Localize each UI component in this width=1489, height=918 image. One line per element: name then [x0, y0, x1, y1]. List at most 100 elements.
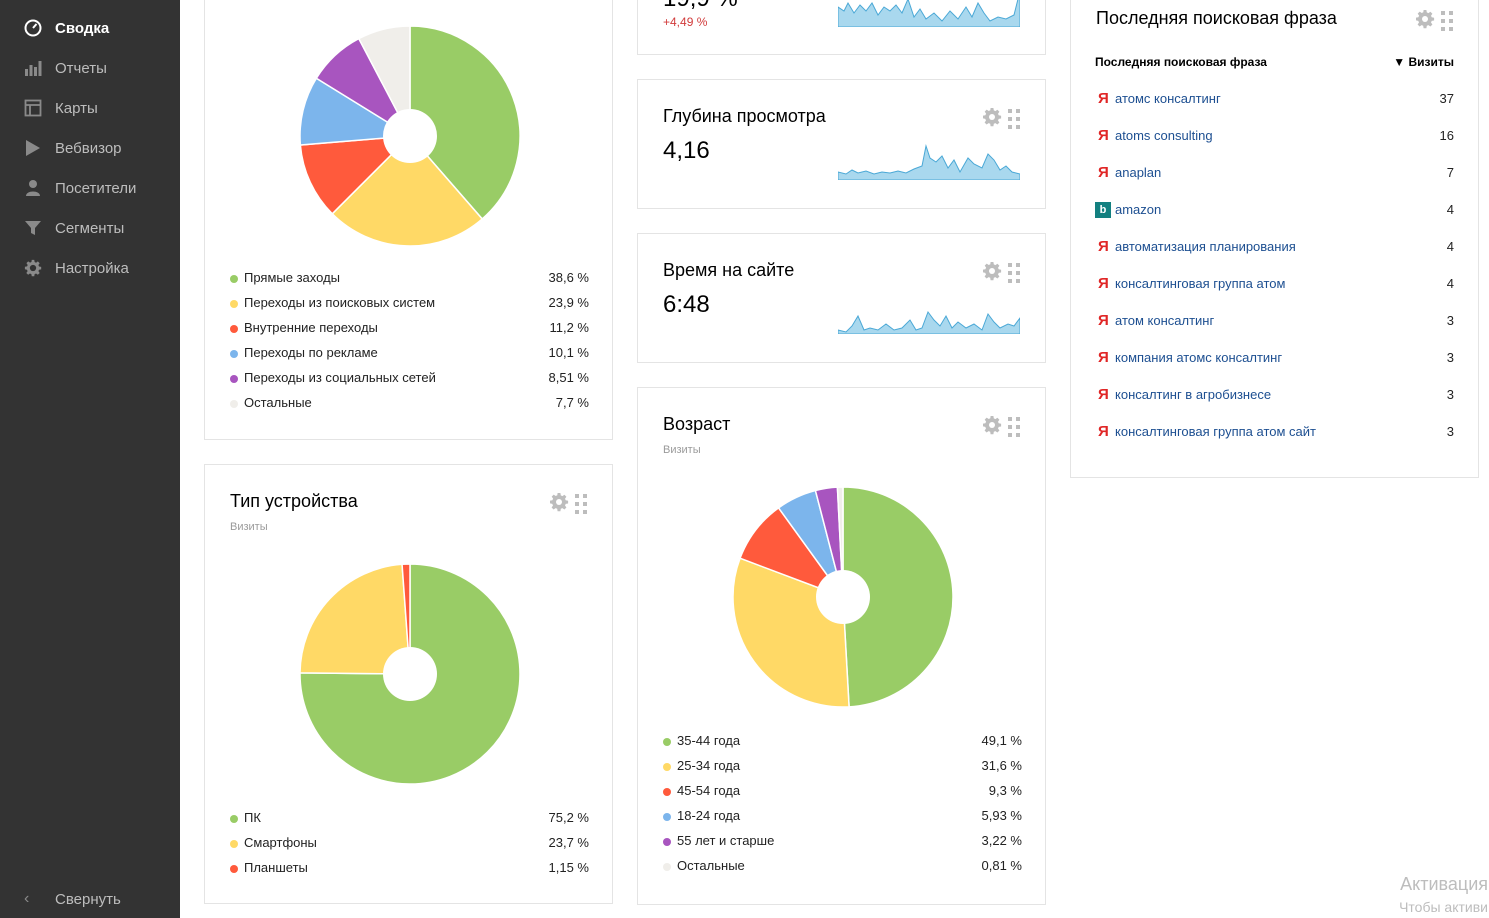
- sources-legend-item[interactable]: Остальные 7,7 %: [230, 395, 589, 420]
- search-phrase-link[interactable]: компания атомс консалтинг: [1115, 350, 1283, 365]
- search-phrase-link[interactable]: консалтинг в агробизнесе: [1115, 387, 1272, 402]
- filter-icon: [24, 219, 42, 237]
- search-phrase-link[interactable]: anaplan: [1115, 165, 1162, 180]
- sparkline: [838, 144, 1020, 180]
- legend-label: ПК: [244, 810, 261, 825]
- legend-value: 10,1 %: [548, 345, 589, 360]
- drag-handle-icon[interactable]: [1008, 417, 1020, 437]
- sidebar-item-label: Сегменты: [55, 219, 125, 237]
- sidebar-item-label: Сводка: [55, 19, 110, 37]
- legend-dot: [230, 325, 238, 333]
- age-legend-item[interactable]: 55 лет и старше 3,22 %: [663, 833, 1022, 858]
- legend-value: 11,2 %: [549, 320, 589, 335]
- search-phrase-link[interactable]: автоматизация планирования: [1115, 239, 1296, 254]
- widget-age: Возраст Визиты 35-44 года 49,1 % 25-34 год…: [637, 387, 1046, 905]
- search-phrase-link[interactable]: amazon: [1115, 202, 1162, 217]
- device-legend-item[interactable]: ПК 75,2 %: [230, 810, 589, 835]
- donut-hole: [383, 109, 437, 163]
- settings-gear-icon[interactable]: [549, 492, 569, 512]
- dashboard-icon: [24, 19, 42, 37]
- drag-handle-icon[interactable]: [575, 494, 587, 514]
- search-phrase-link[interactable]: атомс консалтинг: [1115, 91, 1221, 106]
- legend-dot: [230, 815, 238, 823]
- table-row: b amazon 4: [1095, 202, 1454, 222]
- user-icon: [24, 179, 42, 197]
- sources-legend-item[interactable]: Переходы из поисковых систем 23,9 %: [230, 295, 589, 320]
- search-phrase-link[interactable]: atoms consulting: [1115, 128, 1213, 143]
- search-phrase-link[interactable]: консалтинговая группа атом: [1115, 276, 1286, 291]
- drag-handle-icon[interactable]: [1008, 263, 1020, 283]
- settings-gear-icon[interactable]: [982, 415, 1002, 435]
- search-phrase-link[interactable]: атом консалтинг: [1115, 313, 1215, 328]
- legend-value: 3,22 %: [981, 833, 1022, 848]
- sidebar-item-settings[interactable]: Настройка: [0, 248, 180, 288]
- sidebar-item-label: Карты: [55, 99, 98, 117]
- widget-title: Тип устройства: [230, 491, 358, 511]
- legend-dot: [663, 738, 671, 746]
- sources-slice-2[interactable]: [331, 134, 484, 247]
- sidebar-item-webvisor[interactable]: Вебвизор: [0, 128, 180, 168]
- search-phrase-link[interactable]: консалтинговая группа атом сайт: [1115, 424, 1317, 439]
- drag-handle-icon[interactable]: [1441, 11, 1453, 31]
- visits-count: 4: [1446, 202, 1454, 217]
- age-legend-item[interactable]: 18-24 года 5,93 %: [663, 808, 1022, 833]
- pie-chart-device: [299, 563, 521, 785]
- sources-slice-6[interactable]: [357, 25, 411, 137]
- yandex-icon: Я: [1098, 386, 1109, 403]
- legend-value: 31,6 %: [981, 758, 1022, 773]
- sidebar-item-visitors[interactable]: Посетители: [0, 168, 180, 208]
- settings-gear-icon[interactable]: [1415, 9, 1435, 29]
- collapse-label: Свернуть: [55, 890, 121, 908]
- sidebar-item-reports[interactable]: Отчеты: [0, 48, 180, 88]
- settings-gear-icon[interactable]: [982, 261, 1002, 281]
- widget-subtitle: Визиты: [230, 521, 268, 533]
- legend-dot: [230, 400, 238, 408]
- age-legend-item[interactable]: 25-34 года 31,6 %: [663, 758, 1022, 783]
- legend-dot: [230, 350, 238, 358]
- visits-count: 3: [1446, 350, 1454, 365]
- sources-legend-item[interactable]: Переходы из социальных сетей 8,51 %: [230, 370, 589, 395]
- sources-legend-item[interactable]: Прямые заходы 38,6 %: [230, 270, 589, 295]
- sidebar-item-segments[interactable]: Сегменты: [0, 208, 180, 248]
- legend-label: Переходы по рекламе: [244, 345, 378, 360]
- donut-hole: [816, 570, 870, 624]
- column-header-visits[interactable]: ▼ Визиты: [1393, 55, 1454, 69]
- device-slice-2[interactable]: [299, 563, 411, 675]
- legend-value: 38,6 %: [548, 270, 589, 285]
- activation-watermark: Активация: [1400, 874, 1488, 894]
- age-slice-6[interactable]: [836, 486, 844, 598]
- sources-slice-3[interactable]: [299, 135, 412, 215]
- column-header-phrase[interactable]: Последняя поисковая фраза: [1095, 55, 1267, 69]
- table-header: Последняя поисковая фраза ▼ Визиты: [1095, 55, 1454, 71]
- legend-dot: [663, 813, 671, 821]
- metric-change: +4,49 %: [663, 15, 708, 29]
- device-legend-item[interactable]: Смартфоны 23,7 %: [230, 835, 589, 860]
- legend-dot: [663, 863, 671, 871]
- device-slice-3[interactable]: [401, 563, 411, 675]
- bar-chart-icon: [24, 59, 42, 77]
- sources-legend-item[interactable]: Переходы по рекламе 10,1 %: [230, 345, 589, 370]
- age-legend-item[interactable]: 45-54 года 9,3 %: [663, 783, 1022, 808]
- visits-count: 7: [1446, 165, 1454, 180]
- legend-label: Переходы из социальных сетей: [244, 370, 436, 385]
- sources-legend-item[interactable]: Внутренние переходы 11,2 %: [230, 320, 589, 345]
- sparkline: [838, 310, 1020, 334]
- widget-tools: [549, 492, 587, 514]
- settings-gear-icon[interactable]: [982, 107, 1002, 127]
- age-slice-1[interactable]: [842, 486, 954, 708]
- visits-count: 3: [1446, 387, 1454, 402]
- drag-handle-icon[interactable]: [1008, 109, 1020, 129]
- age-legend-item[interactable]: Остальные 0,81 %: [663, 858, 1022, 883]
- sidebar-item-maps[interactable]: Карты: [0, 88, 180, 128]
- collapse-button[interactable]: ‹ Свернуть: [24, 890, 121, 908]
- sidebar-item-summary[interactable]: Сводка: [0, 8, 180, 48]
- age-legend-item[interactable]: 35-44 года 49,1 %: [663, 733, 1022, 758]
- sources-slice-1[interactable]: [409, 25, 521, 221]
- device-legend-item[interactable]: Планшеты 1,15 %: [230, 860, 589, 885]
- widget-title: Глубина просмотра: [663, 106, 826, 126]
- visits-count: 16: [1439, 128, 1454, 143]
